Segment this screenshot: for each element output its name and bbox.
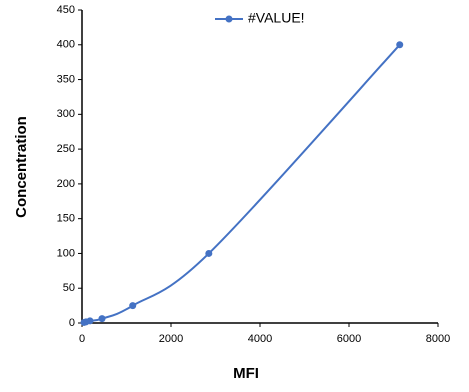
legend-marker (225, 15, 233, 23)
y-tick-label: 200 (57, 178, 75, 190)
data-point (86, 317, 94, 325)
x-axis-title: MFI (233, 365, 259, 382)
data-point (205, 249, 213, 257)
y-tick-label: 450 (57, 4, 75, 16)
series-line (83, 44, 401, 324)
legend-label: #VALUE! (248, 10, 305, 26)
x-tick-label: 2000 (159, 333, 183, 345)
x-tick-label: 8000 (426, 333, 450, 345)
y-tick-label: 0 (69, 317, 75, 329)
data-point (396, 41, 404, 49)
x-tick-label: 4000 (248, 333, 272, 345)
y-axis-title: Concentration (13, 116, 30, 218)
y-tick-label: 300 (57, 108, 75, 120)
data-point (129, 302, 137, 310)
x-tick-label: 0 (79, 333, 85, 345)
x-tick-label: 6000 (337, 333, 361, 345)
y-tick-label: 350 (57, 73, 75, 85)
y-tick-label: 400 (57, 39, 75, 51)
y-tick-label: 150 (57, 213, 75, 225)
y-tick-label: 100 (57, 247, 75, 259)
data-point (98, 315, 106, 323)
y-tick-label: 250 (57, 143, 75, 155)
y-tick-label: 50 (63, 282, 75, 294)
